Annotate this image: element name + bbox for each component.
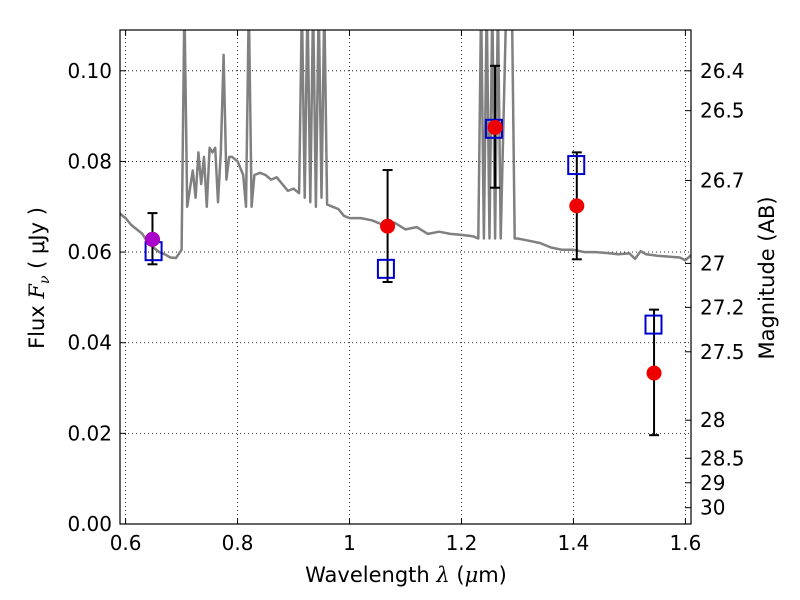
- magnitude-tick-label: 30: [700, 496, 725, 520]
- x-tick-label: 0.8: [222, 531, 254, 555]
- magnitude-tick-label: 28.5: [700, 446, 745, 470]
- magnitude-tick-label: 26.4: [700, 59, 745, 83]
- magnitude-tick-label: 29: [700, 471, 725, 495]
- y-axis: 0.00 0.02 0.04 0.06 0.08 0.10: [67, 59, 126, 536]
- square-marker: [376, 258, 395, 279]
- y-tick-label: 0.02: [67, 421, 112, 445]
- y-tick-label: 0.06: [67, 240, 112, 264]
- y-tick-label: 0.10: [67, 59, 112, 83]
- y-tick-label: 0.00: [67, 512, 112, 536]
- circle-marker: [569, 198, 585, 214]
- magnitude-tick-label: 28: [700, 408, 725, 432]
- magnitude-tick-label: 27: [700, 251, 725, 275]
- x-tick-label: 1: [343, 531, 356, 555]
- magnitude-tick-label: 27.5: [700, 340, 745, 364]
- circle-marker: [487, 119, 503, 135]
- magnitude-tick-label: 26.7: [700, 168, 745, 192]
- plot-background: [120, 30, 691, 524]
- x-tick-label: 1.4: [558, 531, 590, 555]
- x-tick-label: 1.2: [446, 531, 478, 555]
- y-tick-label: 0.04: [67, 331, 112, 355]
- magnitude-tick-label: 26.5: [700, 99, 745, 123]
- x-tick-label: 0.6: [110, 531, 142, 555]
- model-sed: [120, 30, 691, 262]
- x-axis-title: Wavelength λ (μm): [305, 563, 507, 587]
- data-markers: [144, 64, 663, 437]
- plot-frame: [119, 29, 692, 525]
- x-tick-label: 1.6: [669, 531, 701, 555]
- y-axis-title: Flux Fν ( μJy ): [25, 207, 53, 349]
- circle-marker: [380, 218, 396, 234]
- magnitude-tick-label: 27.2: [700, 295, 745, 319]
- circle-marker: [646, 365, 662, 381]
- square-marker: [567, 155, 586, 176]
- y-tick-label: 0.08: [67, 149, 112, 173]
- x-axis: 0.6 0.8 1 1.2 1.4 1.6: [110, 30, 701, 555]
- circle-marker: [144, 231, 160, 247]
- model-sed-line: [120, 30, 691, 262]
- square-marker: [644, 314, 663, 335]
- magnitude-axis-title: Magnitude (AB): [755, 196, 779, 359]
